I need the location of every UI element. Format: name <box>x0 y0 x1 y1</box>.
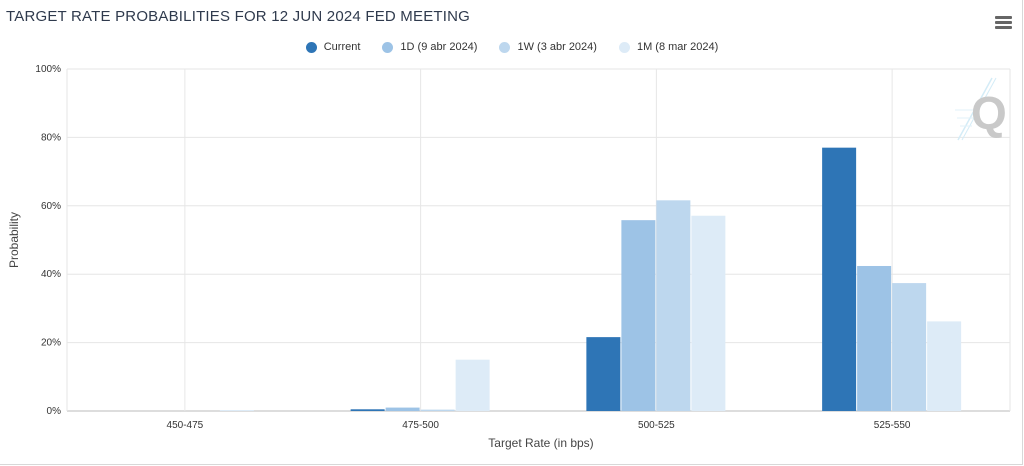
bar[interactable] <box>892 283 927 411</box>
bar[interactable] <box>656 200 691 411</box>
bar[interactable] <box>455 359 490 411</box>
x-tick-label: 500-525 <box>638 420 675 431</box>
y-axis-label: Probability <box>7 212 21 268</box>
bar[interactable] <box>219 410 254 411</box>
legend-item[interactable]: 1M (8 mar 2024) <box>618 41 719 53</box>
y-tick-label: 100% <box>35 64 61 75</box>
bar[interactable] <box>927 321 962 411</box>
y-tick-label: 40% <box>41 269 61 280</box>
legend-label: 1M (8 mar 2024) <box>636 41 719 53</box>
x-tick-label: 525-550 <box>874 420 911 431</box>
bar[interactable] <box>822 147 857 411</box>
x-axis-label: Target Rate (in bps) <box>488 436 593 450</box>
bar[interactable] <box>857 265 892 411</box>
legend-item[interactable]: Current <box>305 41 361 53</box>
watermark-logo: Q <box>955 77 1007 141</box>
chart-title: TARGET RATE PROBABILITIES FOR 12 JUN 202… <box>6 8 471 25</box>
legend-item[interactable]: 1W (3 abr 2024) <box>499 41 597 53</box>
legend-marker <box>305 41 317 53</box>
bar[interactable] <box>385 407 420 411</box>
hamburger-menu-icon[interactable] <box>995 16 1012 30</box>
legend-marker <box>499 41 511 53</box>
bar[interactable] <box>350 409 385 411</box>
legend-marker <box>382 41 394 53</box>
bar[interactable] <box>621 220 656 411</box>
y-tick-label: 20% <box>41 338 61 349</box>
legend-label: 1D (9 abr 2024) <box>400 41 478 53</box>
chart-legend: Current 1D (9 abr 2024) 1W (3 abr 2024) 1M … <box>0 41 1024 53</box>
y-axis-ticks: 0% 20% 40% 60% 80% 100% <box>35 64 61 417</box>
y-tick-label: 60% <box>41 201 61 212</box>
y-tick-label: 0% <box>47 406 62 417</box>
bar[interactable] <box>586 337 621 411</box>
legend-label: Current <box>323 41 361 53</box>
watermark-letter: Q <box>971 87 1007 139</box>
legend-marker <box>618 41 630 53</box>
x-axis-ticks: 450-475 475-500 500-525 525-550 <box>167 420 911 431</box>
legend-label: 1W (3 abr 2024) <box>517 41 597 53</box>
x-tick-label: 475-500 <box>402 420 439 431</box>
y-tick-label: 80% <box>41 132 61 143</box>
x-tick-label: 450-475 <box>167 420 204 431</box>
bar[interactable] <box>420 409 455 411</box>
bar[interactable] <box>691 215 726 411</box>
legend-item[interactable]: 1D (9 abr 2024) <box>382 41 477 53</box>
bars <box>219 147 962 411</box>
